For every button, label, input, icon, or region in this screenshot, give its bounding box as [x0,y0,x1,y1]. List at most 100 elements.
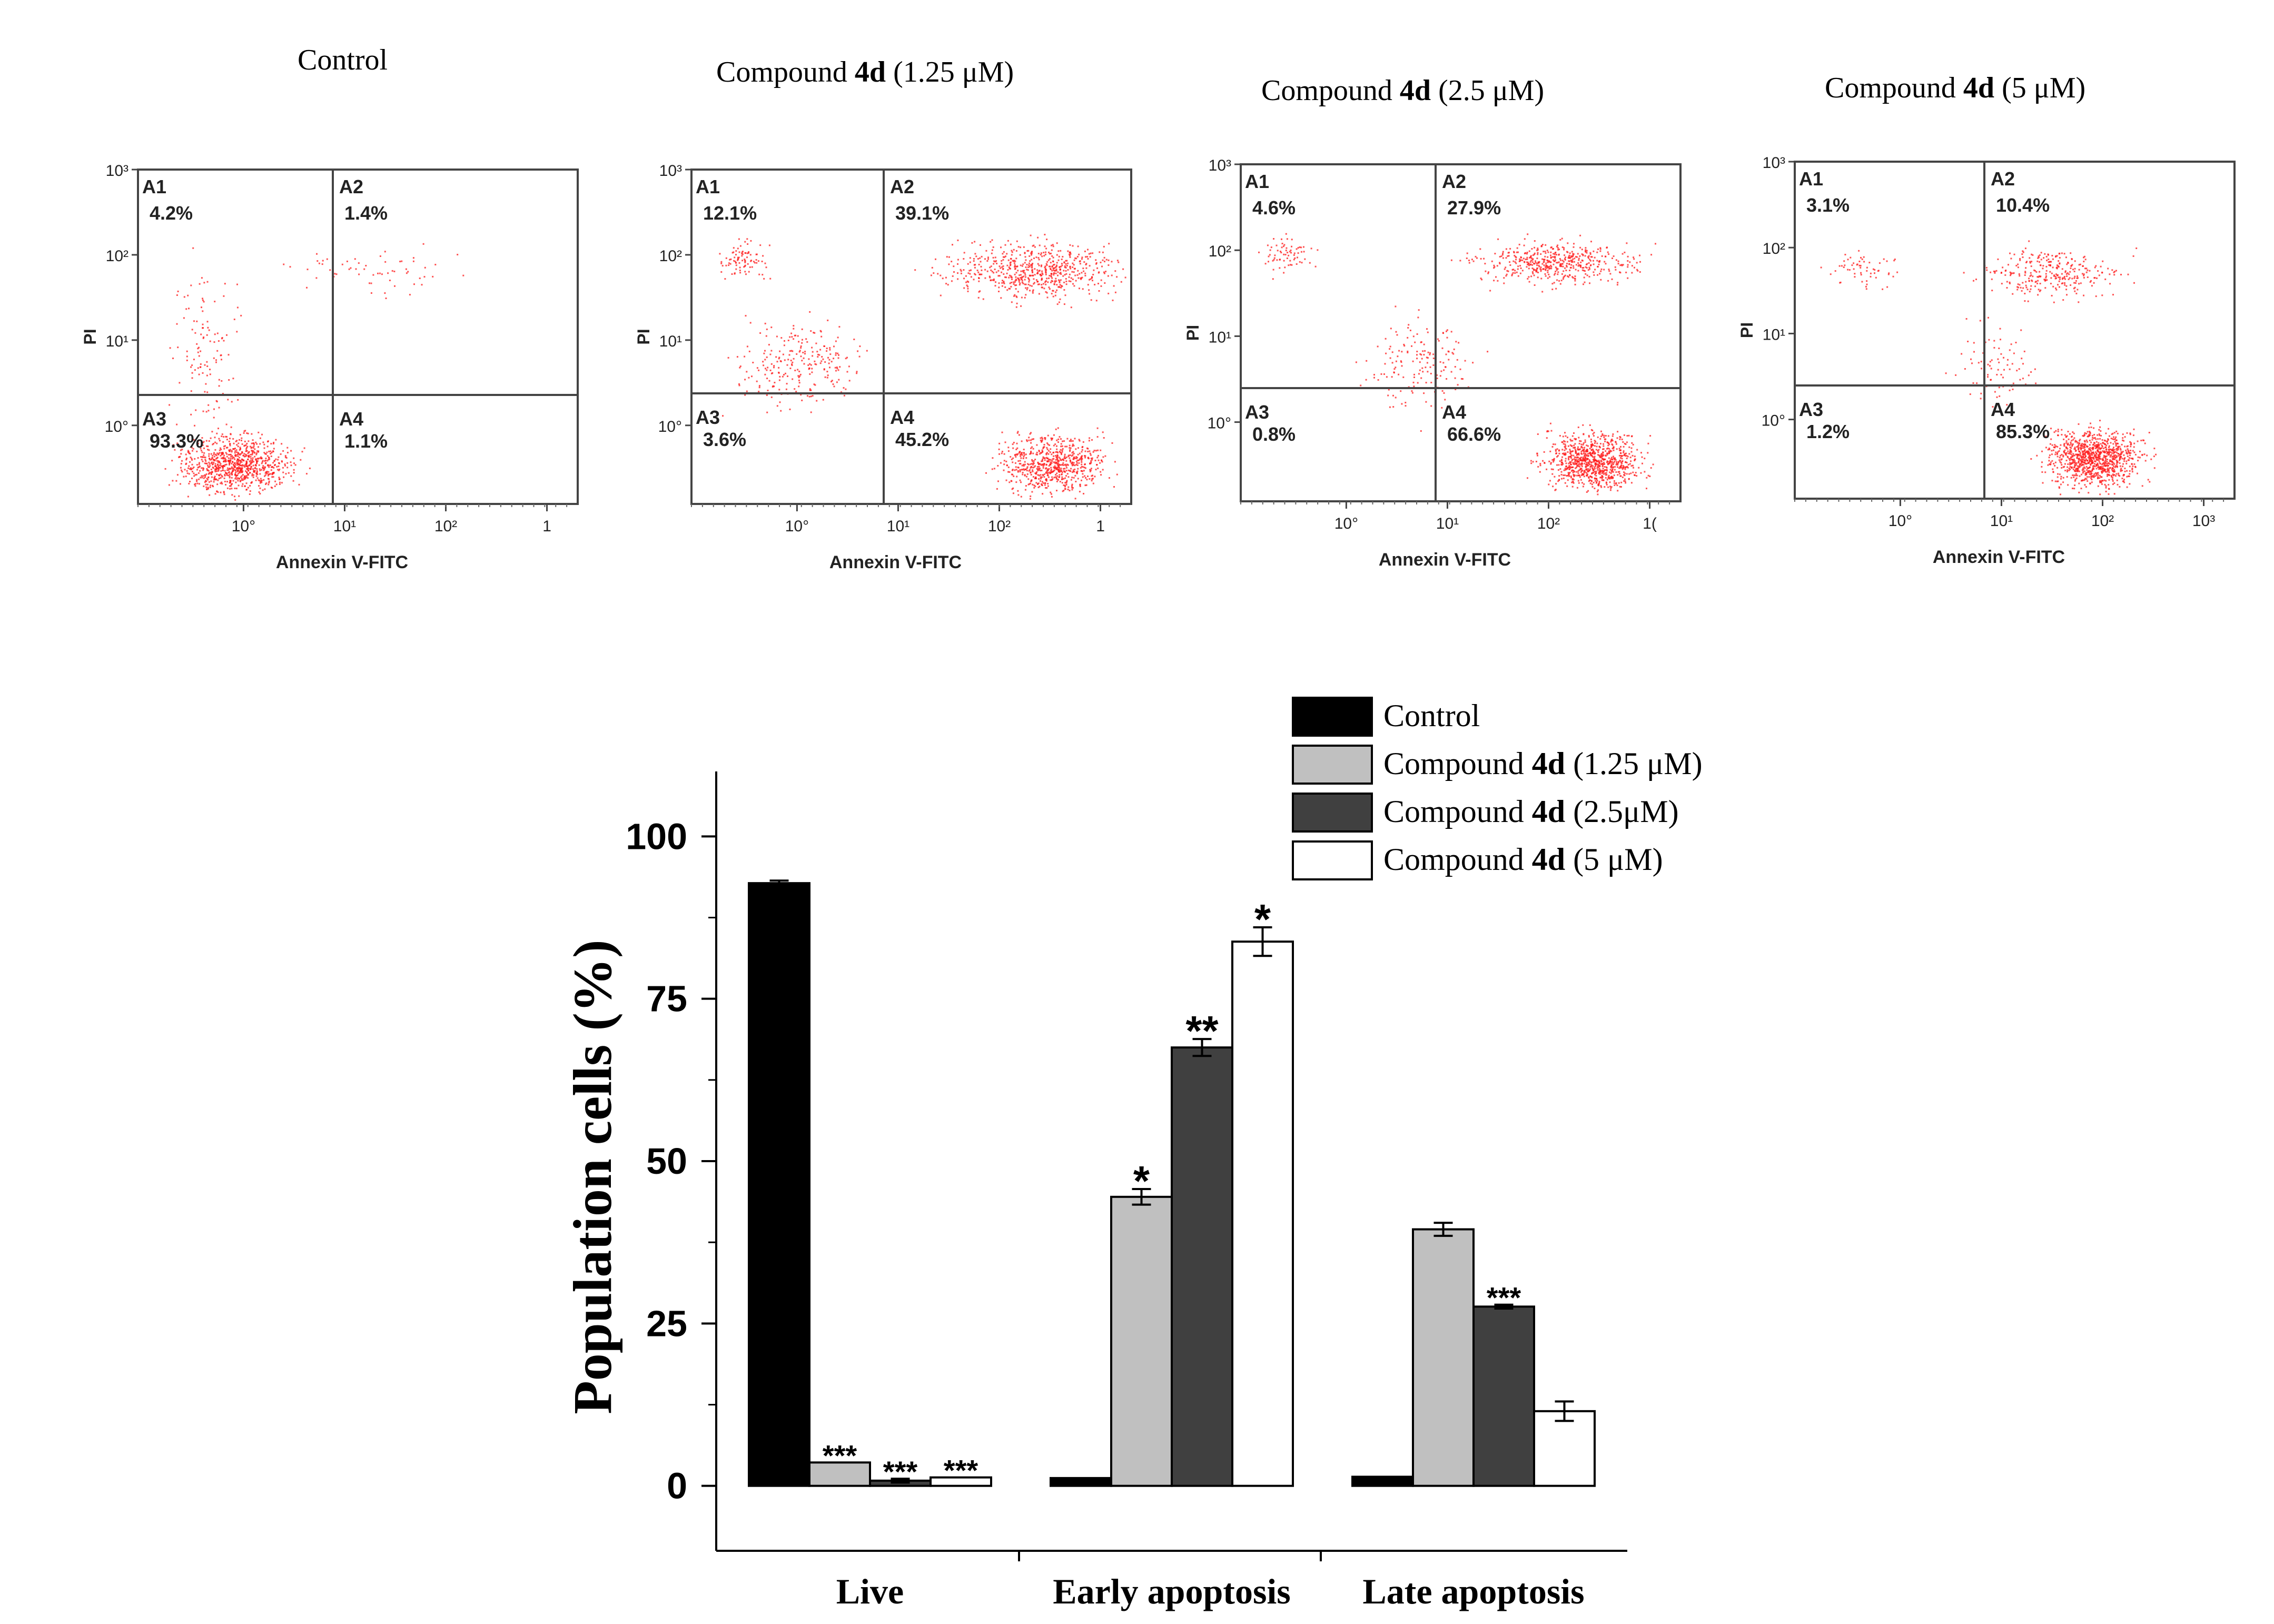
quadrant-value: 1.4% [344,202,388,224]
y-tick-label: 10² [1763,240,1785,258]
legend-swatch [1292,840,1373,880]
legend-label: Control [1383,698,1480,733]
legend-label: Compound 4d (5 μM) [1383,842,1663,877]
y-tick-label: 10° [1208,415,1231,432]
y-tick-label: 0 [667,1465,687,1507]
y-tick-label: 10³ [106,162,128,180]
significance-label: * [1133,1157,1150,1204]
panel-title: Control [298,44,388,76]
quadrant-label: A3 [142,408,166,430]
x-axis-label: Annexin V-FITC [276,552,408,572]
bar [1110,1195,1173,1487]
quadrant-label: A2 [1442,171,1466,192]
scatter-dots [164,243,464,501]
quadrant-value: 3.1% [1806,194,1850,216]
quadrant-label: A4 [339,408,363,430]
quadrant-value: 85.3% [1996,421,2050,442]
category-label: Live [836,1571,904,1611]
bar [1412,1228,1475,1487]
quadrant-value: 27.9% [1447,197,1501,219]
x-axis-label: Annexin V-FITC [1379,550,1511,570]
y-tick-label: 10³ [1763,154,1785,172]
y-tick-label: 10³ [1209,157,1231,174]
quadrant-label: A1 [1799,168,1823,190]
quadrant-value: 4.6% [1252,197,1296,219]
quadrant-value: 1.1% [344,430,388,452]
bar [1171,1046,1233,1487]
bar [808,1461,871,1487]
legend-swatch [1292,697,1373,737]
x-tick-label: 10² [1537,515,1560,532]
quadrant-label: A4 [1991,399,2015,420]
y-tick-label: 10¹ [1763,326,1785,343]
y-tick-label: 50 [646,1141,687,1182]
bar [748,882,810,1487]
x-tick-label: 1 [542,518,551,535]
quadrant-value: 0.8% [1252,423,1296,445]
significance-label: ** [1185,1007,1219,1054]
y-tick-label: 10¹ [1209,329,1231,346]
y-tick-label: 10° [1762,412,1785,430]
quadrant-value: 93.3% [150,430,203,452]
quadrant-value: 45.2% [895,429,949,450]
significance-label: *** [823,1439,857,1472]
x-tick-label: 1 [1096,518,1105,535]
category-label: Late apoptosis [1362,1571,1584,1611]
x-tick-label: 10¹ [1436,515,1459,532]
x-tick-label: 10² [2091,512,2114,530]
quadrant-value: 66.6% [1447,423,1501,445]
y-axis-label: PI [634,329,653,344]
significance-label: *** [883,1455,918,1488]
quadrant-label: A2 [339,176,363,197]
x-tick-label: 10° [1334,515,1358,532]
quadrant-label: A4 [1442,401,1466,423]
quadrant-label: A4 [890,407,914,428]
y-tick-label: 100 [626,816,687,857]
quadrant-value: 4.2% [150,202,193,224]
y-tick-label: 10¹ [106,333,128,350]
significance-label: *** [1487,1281,1521,1314]
panel-title: Compound 4d (5 μM) [1825,72,2086,104]
y-tick-label: 10° [658,418,682,435]
quadrant-value: 1.2% [1806,421,1850,442]
bar [1472,1305,1535,1487]
quadrant-value: 12.1% [703,202,757,224]
panel-title: Compound 4d (2.5 μM) [1261,74,1545,107]
x-tick-label: 1( [1643,515,1657,532]
y-tick-label: 10² [1209,243,1231,260]
y-tick-label: 10° [105,418,128,435]
scatter-dots [1820,240,2157,496]
significance-label: * [1254,896,1271,943]
x-tick-label: 10² [434,518,457,535]
bar [1351,1476,1414,1487]
quadrant-label: A3 [696,407,720,428]
category-label: Early apoptosis [1053,1571,1291,1611]
quadrant-value: 39.1% [895,202,949,224]
x-axis-label: Annexin V-FITC [829,552,962,572]
quadrant-label: A1 [1245,171,1269,192]
scatter-dots [719,234,1126,500]
significance-label: *** [944,1454,978,1487]
y-axis-label: Population cells (%) [562,939,623,1414]
y-axis-label: PI [81,329,100,344]
y-axis-label: PI [1737,322,1756,338]
scatter-dots [1258,233,1656,496]
bar [930,1476,992,1487]
y-axis-label: PI [1183,325,1202,341]
quadrant-value: 3.6% [703,429,746,450]
x-tick-label: 10² [988,518,1011,535]
quadrant-value: 10.4% [1996,194,2050,216]
legend-swatch [1292,793,1373,833]
x-tick-label: 10¹ [887,518,909,535]
flow-cytometry-plots: A14.2%A21.4%A393.3%A41.1%10³10²10¹10°10°… [81,154,2236,572]
x-tick-label: 10° [1889,512,1912,530]
quadrant-label: A2 [1991,168,2015,190]
x-tick-label: 10° [232,518,255,535]
bar [1533,1410,1596,1487]
x-tick-label: 10¹ [1990,512,2013,530]
quadrant-label: A3 [1245,401,1269,423]
quadrant-label: A1 [696,176,720,197]
